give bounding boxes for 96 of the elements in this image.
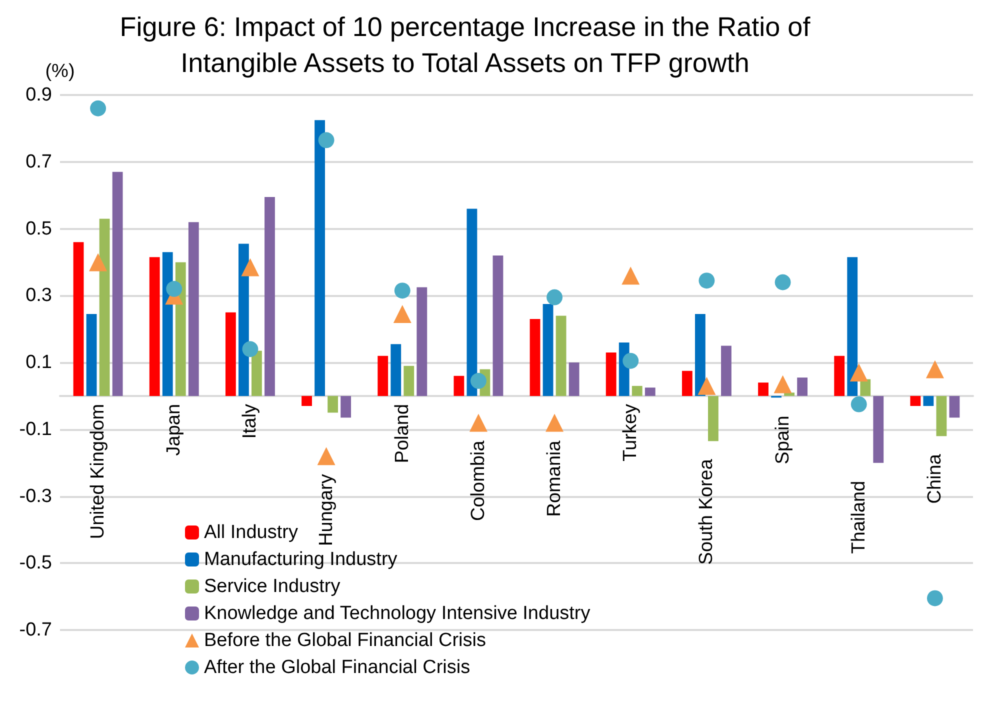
bar [175, 262, 186, 396]
x-tick-label: Thailand [848, 480, 870, 554]
point [241, 258, 260, 276]
point [470, 372, 486, 389]
bar [644, 388, 656, 396]
bar [632, 386, 642, 396]
bar [682, 370, 692, 396]
bar [188, 222, 199, 396]
bar [466, 208, 478, 396]
legend-label: All Industry [204, 522, 298, 543]
point [698, 272, 715, 289]
y-tick-label: -0.3 [19, 486, 52, 507]
y-tick-label: 0.9 [26, 84, 52, 106]
point [90, 100, 106, 116]
bar [328, 396, 338, 413]
point [622, 352, 639, 369]
bar [340, 396, 352, 418]
legend-label: Service Industry [204, 576, 341, 597]
y-tick-label: -0.7 [19, 620, 52, 640]
point [546, 289, 563, 306]
bar [860, 379, 871, 396]
chart-title: Figure 6: Impact of 10 percentage Increase in the Ratio of Intangible Assets to Total Assets on TFP growth [120, 12, 811, 78]
bar [162, 252, 173, 396]
bar [542, 304, 554, 396]
bar [797, 378, 808, 396]
bar [252, 350, 262, 396]
bar [454, 376, 464, 396]
legend-label: Before the Global Financial Crisis [204, 630, 486, 651]
bar [390, 344, 402, 396]
bar [149, 257, 160, 396]
bar [238, 244, 249, 396]
bar [86, 314, 97, 396]
legend-label: After the Global Financial Crisis [204, 657, 470, 678]
point [622, 266, 640, 285]
point [850, 396, 867, 412]
bar [606, 352, 616, 396]
point [242, 341, 258, 358]
point [318, 132, 334, 148]
point [698, 376, 716, 395]
point [469, 414, 488, 432]
bar [873, 396, 884, 463]
x-tick-label: Poland [392, 404, 413, 464]
y-tick-label: 0.3 [26, 285, 52, 306]
x-tick-label: Romania [544, 440, 566, 517]
y-tick-label: 0.5 [26, 218, 52, 240]
bar [225, 312, 236, 396]
bar [708, 396, 718, 442]
bar [568, 362, 580, 396]
bar [949, 396, 960, 418]
point [850, 364, 868, 382]
bar [936, 396, 947, 436]
x-tick-label: Hungary [316, 474, 337, 546]
point [926, 590, 943, 606]
bar [492, 256, 504, 396]
point [774, 375, 792, 394]
x-tick-label: Spain [772, 416, 794, 464]
x-tick-label: China [924, 454, 946, 504]
bar [834, 356, 845, 396]
bar [758, 382, 768, 396]
point [546, 414, 564, 432]
point [393, 305, 412, 324]
bar [314, 120, 325, 396]
bar [302, 396, 312, 406]
x-tick-label: Japan [164, 404, 185, 456]
x-tick-label: Italy [240, 403, 261, 439]
y-axis-title: (%) [45, 61, 75, 82]
point [774, 274, 791, 290]
x-tick-label: United Kingdom [88, 404, 109, 540]
legend-label: Manufacturing Industry [204, 549, 398, 570]
bar [264, 196, 275, 396]
bar [530, 319, 540, 396]
y-tick-label: 0.7 [26, 151, 52, 172]
point [166, 280, 182, 297]
bar [847, 257, 858, 396]
y-tick-label: 0.1 [26, 352, 52, 373]
point [926, 360, 944, 378]
point [394, 282, 410, 299]
x-tick-label: South Korea [696, 458, 718, 565]
bar [99, 218, 110, 396]
legend-label: Knowledge and Technology Intensive Industry [204, 603, 591, 624]
bar [694, 314, 706, 396]
bar [378, 356, 388, 396]
bar [910, 396, 921, 406]
y-tick-label: -0.5 [19, 552, 52, 574]
y-tick-label: -0.1 [19, 418, 52, 440]
point [317, 447, 336, 466]
point [89, 253, 108, 272]
bar [923, 396, 934, 406]
bar [73, 242, 84, 396]
x-tick-label: Colombia [468, 440, 489, 521]
bar [721, 346, 732, 396]
bar [404, 366, 414, 396]
x-tick-label: Turkey [620, 403, 642, 462]
bar [556, 316, 566, 396]
bar [416, 287, 428, 396]
bar [112, 172, 123, 396]
